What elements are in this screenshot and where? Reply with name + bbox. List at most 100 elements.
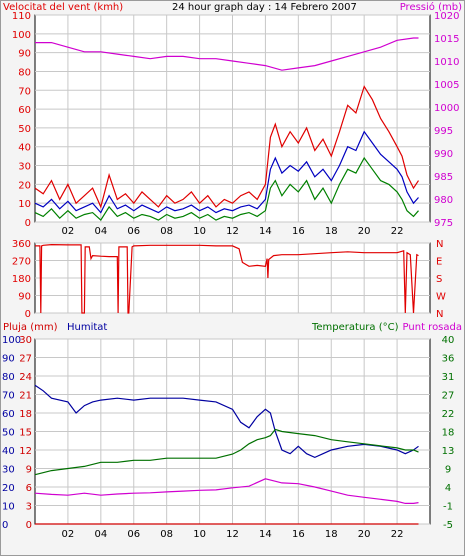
wind-x-tick-label: 22 <box>391 226 404 237</box>
wind-y-tick-label: 110 <box>12 11 31 22</box>
rain-y-tick-label: 12 <box>19 446 32 457</box>
humidity-axis-title: Humitat <box>67 322 107 333</box>
rain-y-tick-label: 27 <box>19 354 32 365</box>
pressure-y-tick-label: 1010 <box>434 57 459 68</box>
humidity-y-tick-label: 50 <box>2 428 15 439</box>
climate-x-tick-label: 10 <box>193 529 206 540</box>
wind-y-tick-label: 10 <box>18 199 31 210</box>
temperature-y-tick-label: 4 <box>445 483 451 494</box>
wind-axis-title: Velocitat del vent (kmh) <box>3 2 123 13</box>
rain-y-tick-label: 9 <box>26 465 32 476</box>
humidity-y-tick-label: 70 <box>2 391 15 402</box>
temperature-y-tick-label: 9 <box>445 465 451 476</box>
humidity-y-tick-label: 40 <box>2 446 15 457</box>
rain-y-tick-label: 21 <box>19 391 32 402</box>
wind-x-tick-label: 02 <box>62 226 75 237</box>
temperature-y-tick-label: 36 <box>442 354 455 365</box>
direction-y-tick-label: 0 <box>25 309 31 320</box>
chart-title: 24 hour graph day : 14 Febrero 2007 <box>172 2 357 13</box>
series-line-avg <box>34 130 419 214</box>
wind-x-tick-label: 18 <box>325 226 338 237</box>
temperature-y-tick-label: 18 <box>442 428 455 439</box>
humidity-y-tick-label: 80 <box>2 372 15 383</box>
humidity-y-tick-label: 60 <box>2 409 15 420</box>
humidity-y-tick-label: 20 <box>2 483 15 494</box>
climate-x-tick-label: 18 <box>325 529 338 540</box>
wind-x-tick-label: 08 <box>160 226 173 237</box>
humidity-y-tick-label: 100 <box>2 335 21 346</box>
climate-x-tick-label: 02 <box>62 529 75 540</box>
humidity-y-tick-label: 0 <box>2 520 8 531</box>
pressure-y-tick-label: 985 <box>434 172 453 183</box>
pressure-y-tick-label: 1015 <box>434 34 459 45</box>
direction-y-tick-label: 360 <box>12 239 31 250</box>
pressure-y-tick-label: 1020 <box>434 11 459 22</box>
series-line-direction <box>35 243 419 314</box>
climate-x-tick-label: 06 <box>127 529 140 540</box>
pressure-y-tick-label: 990 <box>434 149 453 160</box>
wind-x-tick-label: 06 <box>127 226 140 237</box>
climate-x-tick-label: 04 <box>94 529 107 540</box>
series-line-temperature <box>34 428 419 476</box>
series-line-dewpoint <box>34 478 419 504</box>
climate-x-tick-label: 12 <box>226 529 239 540</box>
dewpoint-axis-title: Punt rosada <box>403 322 462 333</box>
compass-tick-label: W <box>436 292 446 303</box>
pressure-y-tick-label: 1000 <box>434 103 459 114</box>
rain-y-tick-label: 3 <box>26 502 32 513</box>
wind-y-tick-label: 80 <box>18 67 31 78</box>
wind-x-tick-label: 16 <box>292 226 305 237</box>
wind-x-tick-label: 04 <box>94 226 107 237</box>
wind-y-tick-label: 0 <box>25 218 31 229</box>
wind-y-tick-label: 70 <box>18 86 31 97</box>
climate-x-tick-label: 14 <box>259 529 272 540</box>
rain-y-tick-label: 30 <box>19 335 32 346</box>
climate-x-tick-label: 08 <box>160 529 173 540</box>
series-line-humidity <box>34 384 419 459</box>
temperature-y-tick-label: 31 <box>442 372 455 383</box>
rain-y-tick-label: 6 <box>26 483 32 494</box>
direction-y-tick-label: 270 <box>12 257 31 268</box>
series-line-gust <box>34 85 419 209</box>
wind-x-tick-label: 20 <box>358 226 371 237</box>
temperature-y-tick-label: 13 <box>442 446 455 457</box>
temperature-y-tick-label: -5 <box>443 520 453 531</box>
wind-y-tick-label: 60 <box>18 105 31 116</box>
temperature-y-tick-label: 40 <box>442 335 455 346</box>
pressure-y-tick-label: 980 <box>434 195 453 206</box>
series-line-pressure <box>35 37 419 71</box>
direction-y-tick-label: 90 <box>18 292 31 303</box>
wind-y-tick-label: 40 <box>18 143 31 154</box>
temperature-y-tick-label: -1 <box>443 502 453 513</box>
climate-x-tick-label: 22 <box>391 529 404 540</box>
rain-y-tick-label: 15 <box>19 428 32 439</box>
compass-tick-label: N <box>436 309 443 320</box>
compass-tick-label: E <box>436 257 442 268</box>
wind-y-tick-label: 30 <box>18 162 31 173</box>
wind-x-tick-label: 10 <box>193 226 206 237</box>
wind-y-tick-label: 100 <box>12 30 31 41</box>
wind-y-tick-label: 90 <box>18 49 31 60</box>
temperature-axis-title: Temperatura (°C) <box>311 322 399 333</box>
wind-y-tick-label: 20 <box>18 180 31 191</box>
pressure-y-tick-label: 975 <box>434 218 453 229</box>
humidity-y-tick-label: 90 <box>2 354 15 365</box>
rain-y-tick-label: 0 <box>26 520 32 531</box>
temperature-y-tick-label: 27 <box>442 391 455 402</box>
compass-tick-label: S <box>436 274 442 285</box>
temperature-y-tick-label: 22 <box>442 409 455 420</box>
rain-y-tick-label: 24 <box>19 372 32 383</box>
humidity-y-tick-label: 10 <box>2 502 15 513</box>
series-line-low <box>34 156 419 222</box>
pressure-axis-title: Pressió (mb) <box>400 1 462 13</box>
rain-y-tick-label: 18 <box>19 409 32 420</box>
rain-axis-title: Pluja (mm) <box>3 322 58 333</box>
humidity-y-tick-label: 30 <box>2 465 15 476</box>
wind-x-tick-label: 14 <box>259 226 272 237</box>
direction-y-tick-label: 180 <box>12 274 31 285</box>
wind-x-tick-label: 12 <box>226 226 239 237</box>
wind-y-tick-label: 50 <box>18 124 31 135</box>
pressure-y-tick-label: 1005 <box>434 80 459 91</box>
climate-x-tick-label: 16 <box>292 529 305 540</box>
